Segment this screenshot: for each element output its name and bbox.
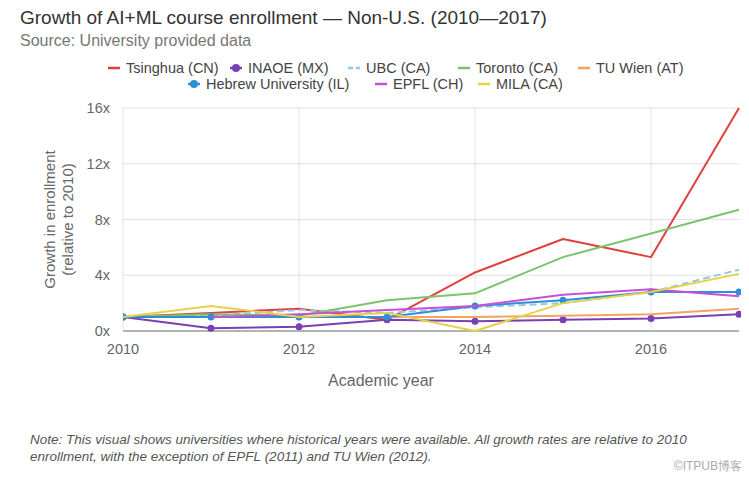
legend-swatch (348, 67, 360, 70)
y-tick-label: 4x (95, 267, 111, 283)
x-grid-line (299, 108, 300, 331)
plot-area (123, 108, 741, 332)
legend-label: Tsinghua (CN) (126, 60, 219, 76)
y-axis-label: Growth in enrollment(relative to 2010) (41, 149, 76, 288)
title: Growth of AI+ML course enrollment — Non-… (20, 7, 547, 28)
legend-label: MILA (CA) (496, 76, 563, 92)
legend-label: Hebrew University (IL) (206, 76, 349, 92)
subtitle: Source: University provided data (20, 32, 251, 49)
series-marker (384, 314, 391, 321)
series-marker (208, 325, 215, 332)
legend-label: EPFL (CH) (393, 76, 463, 92)
legend-swatch (375, 83, 387, 86)
series-marker (472, 318, 479, 325)
series-marker (648, 315, 655, 322)
series-line (123, 274, 739, 331)
legend-item: MILA (CA) (478, 76, 563, 92)
legend-item: UBC (CA) (348, 60, 430, 76)
legend-marker (190, 80, 198, 88)
legend-item: INAOE (MX) (230, 60, 329, 76)
legend-swatch (578, 67, 590, 70)
x-grid-line (475, 108, 476, 331)
legend-label: Toronto (CA) (476, 60, 558, 76)
y-grid-line (123, 219, 739, 220)
series-line (211, 289, 739, 317)
y-grid-line (123, 163, 739, 164)
legend-marker (232, 64, 240, 72)
series-line (299, 309, 739, 317)
x-tick-label: 2014 (459, 341, 491, 357)
note: Note: This visual shows universities whe… (30, 431, 742, 465)
series-marker (560, 316, 567, 323)
watermark: ©ITPUB博客 (674, 459, 742, 473)
y-grid-line (123, 275, 739, 276)
x-grid-line (651, 108, 652, 331)
y-tick-label: 12x (87, 156, 111, 172)
series-line (123, 108, 739, 320)
legend-item: Hebrew University (IL) (188, 76, 349, 92)
y-tick-label: 8x (95, 212, 111, 228)
legend-label: TU Wien (AT) (596, 60, 684, 76)
legend-swatch (458, 67, 470, 70)
x-axis-label: Academic year (328, 372, 434, 389)
y-tick-label: 16x (87, 100, 111, 116)
legend-label: UBC (CA) (366, 60, 430, 76)
series-line (123, 210, 739, 317)
y-tick-label: 0x (95, 323, 111, 339)
legend-label: INAOE (MX) (248, 60, 329, 76)
series-marker (296, 323, 303, 330)
series-line (123, 292, 739, 317)
series-marker (736, 288, 742, 295)
grid (123, 108, 739, 331)
series-marker (736, 311, 742, 318)
x-tick-label: 2012 (283, 341, 315, 357)
y-grid-line (123, 331, 739, 332)
legend-swatch (478, 83, 490, 86)
chart-root: Growth of AI+ML course enrollment — Non-… (0, 0, 749, 480)
x-axis (123, 331, 739, 332)
y-grid-line (123, 108, 739, 109)
legend-item: Toronto (CA) (458, 60, 558, 76)
x-grid-line (123, 108, 124, 331)
legend-swatch (108, 67, 120, 70)
x-tick-label: 2010 (107, 341, 139, 357)
legend-item: EPFL (CH) (375, 76, 463, 92)
legend-item: TU Wien (AT) (578, 60, 684, 76)
legend-item: Tsinghua (CN) (108, 60, 219, 76)
x-tick-label: 2016 (635, 341, 667, 357)
